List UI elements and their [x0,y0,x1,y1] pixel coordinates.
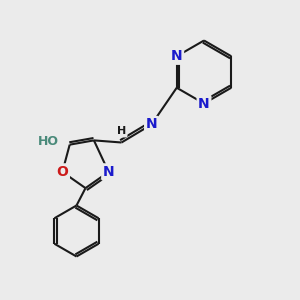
Text: H: H [117,126,126,136]
Text: N: N [198,97,210,110]
Text: O: O [56,165,68,179]
Text: N: N [171,49,182,63]
Text: HO: HO [38,135,59,148]
Text: N: N [103,165,114,179]
Text: N: N [146,118,157,131]
